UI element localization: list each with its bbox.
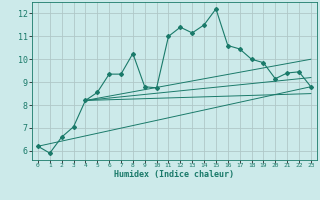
X-axis label: Humidex (Indice chaleur): Humidex (Indice chaleur) (115, 170, 234, 179)
